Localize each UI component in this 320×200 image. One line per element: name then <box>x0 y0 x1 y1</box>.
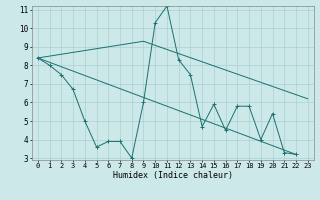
X-axis label: Humidex (Indice chaleur): Humidex (Indice chaleur) <box>113 171 233 180</box>
